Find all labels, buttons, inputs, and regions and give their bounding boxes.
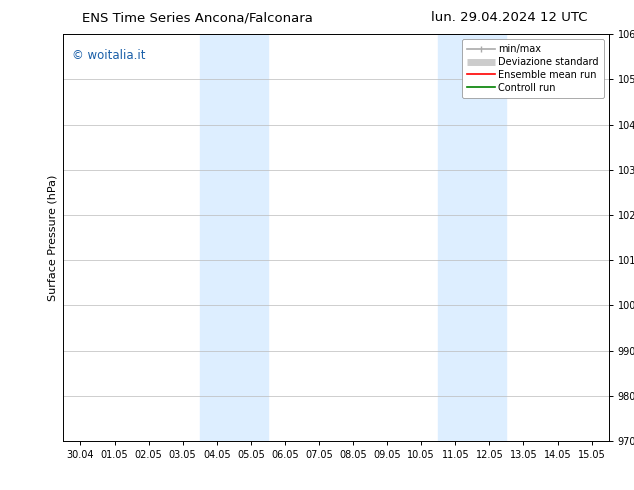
Bar	[438, 34, 507, 441]
Legend: min/max, Deviazione standard, Ensemble mean run, Controll run: min/max, Deviazione standard, Ensemble m…	[462, 39, 604, 98]
Y-axis label: Surface Pressure (hPa): Surface Pressure (hPa)	[48, 174, 58, 301]
Text: © woitalia.it: © woitalia.it	[72, 49, 145, 62]
Text: lun. 29.04.2024 12 UTC: lun. 29.04.2024 12 UTC	[431, 11, 588, 24]
Text: ENS Time Series Ancona/Falconara: ENS Time Series Ancona/Falconara	[82, 11, 313, 24]
Bar	[200, 34, 268, 441]
